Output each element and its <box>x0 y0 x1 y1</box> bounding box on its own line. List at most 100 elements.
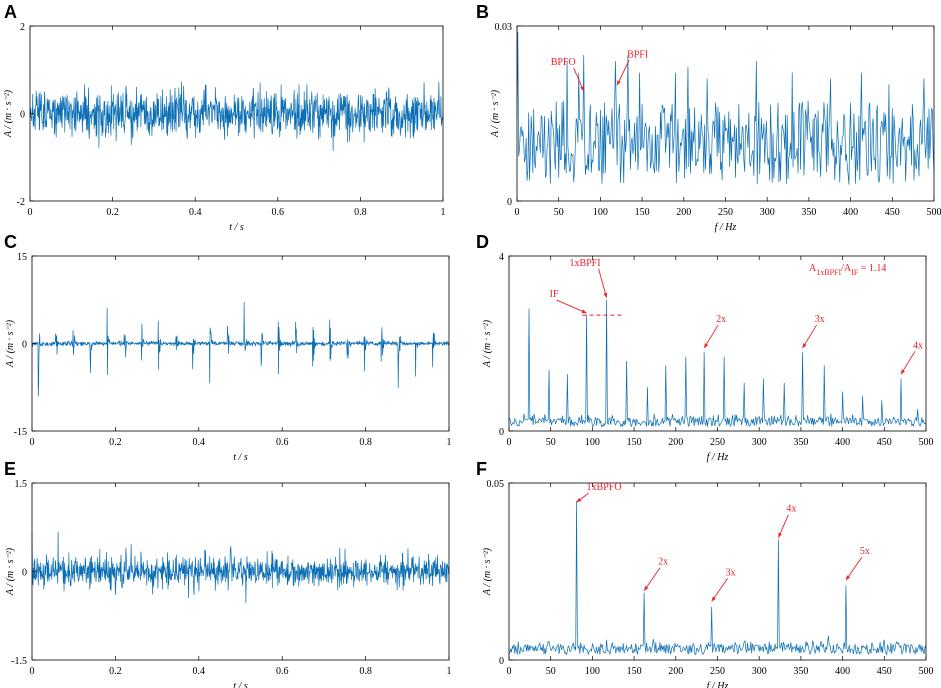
x-axis-label: f / Hz <box>707 452 729 463</box>
y-tick-label: 0 <box>20 110 25 121</box>
plot-frame <box>508 482 927 661</box>
y-axis-label: A / (m · s⁻²) <box>5 547 16 596</box>
annotation-label: BPFI <box>627 49 648 60</box>
plot-frame <box>508 255 927 432</box>
series-line-d <box>508 299 927 428</box>
x-tick-label: 50 <box>546 666 556 677</box>
ratio-label-part: 1xBPFI <box>816 268 841 277</box>
ratio-label-part: = 1.14 <box>858 263 886 274</box>
annotation-arrowhead <box>576 497 582 503</box>
x-tick-label: 0.8 <box>359 437 372 448</box>
ratio-label-part: IF <box>851 268 859 277</box>
annotation-label: BPFO <box>551 57 576 68</box>
x-tick-label: 500 <box>919 666 934 677</box>
x-tick-label: 1 <box>447 437 452 448</box>
annotation-arrow <box>643 567 661 591</box>
x-tick-label: 300 <box>752 666 767 677</box>
x-tick-label: 0.2 <box>106 207 119 218</box>
series-line-a <box>29 81 444 152</box>
x-tick-label: 450 <box>877 437 892 448</box>
x-tick-label: 0 <box>28 207 33 218</box>
y-tick-label: -15 <box>14 427 27 438</box>
x-tick-label: 500 <box>919 437 934 448</box>
annotation-arrowhead <box>900 369 906 375</box>
panel-letter-b: B <box>476 2 489 22</box>
annotation-arrowhead <box>802 343 807 349</box>
series-line-c <box>31 302 450 397</box>
ratio-label-part: /A <box>841 263 852 274</box>
x-tick-label: 150 <box>635 207 650 218</box>
panel-letter-d: D <box>476 232 489 252</box>
y-tick-label: -1.5 <box>11 656 27 667</box>
x-tick-label: 250 <box>718 207 733 218</box>
x-tick-label: 100 <box>585 666 600 677</box>
x-tick-label: 0.2 <box>109 666 122 677</box>
series-line-b <box>516 31 935 185</box>
x-tick-label: 150 <box>627 666 642 677</box>
y-tick-label: 0 <box>22 568 27 579</box>
x-tick-label: 100 <box>585 437 600 448</box>
panel-letter-f: F <box>476 459 487 479</box>
y-axis-label: A / (m · s⁻²) <box>5 319 16 368</box>
chart-panel-e: E0 0.2 0.4 0.6 0.8 11.50-1.5t / sA / (m · s⁻²… <box>4 459 452 688</box>
x-tick-label: 0.2 <box>109 437 122 448</box>
x-tick-label: 400 <box>843 207 858 218</box>
x-tick-label: 400 <box>835 437 850 448</box>
x-tick-label: 200 <box>668 437 683 448</box>
x-tick-label: 0 <box>30 437 35 448</box>
annotation-label: 4x <box>786 504 796 515</box>
y-tick-label: 4 <box>499 252 504 263</box>
x-tick-label: 0 <box>507 666 512 677</box>
annotation-label: 2x <box>658 557 668 568</box>
x-tick-label: 100 <box>593 207 608 218</box>
annotation-arrowhead <box>603 292 608 298</box>
annotation-arrowhead <box>845 575 851 581</box>
x-tick-label: 450 <box>885 207 900 218</box>
y-tick-label: 0 <box>22 340 27 351</box>
x-tick-label: 0.6 <box>272 207 285 218</box>
series-line-e <box>31 531 450 603</box>
x-tick-label: 0.4 <box>193 437 206 448</box>
annotation-arrowhead <box>704 343 709 349</box>
x-tick-label: 400 <box>835 666 850 677</box>
x-tick-label: 1 <box>447 666 452 677</box>
chart-panel-b: B 0 50 100 150 200 250 300 350 400 450 500 0.03 0 f / … <box>476 2 941 233</box>
chart-panel-d: D 0 50 100 150 200 250 300 350 400 450 500 4 0 f / Hz A… <box>476 232 934 463</box>
y-axis-label: A / (m · s⁻²) <box>3 89 14 138</box>
panel-letter-a: A <box>4 2 17 22</box>
x-tick-label: 350 <box>793 437 808 448</box>
x-tick-label: 0.6 <box>276 666 289 677</box>
x-tick-label: 0 <box>507 437 512 448</box>
y-tick-label: 0 <box>507 197 512 208</box>
x-tick-label: 1 <box>441 207 446 218</box>
annotation-arrowhead <box>581 309 587 314</box>
y-tick-label: 0 <box>499 427 504 438</box>
x-tick-label: 0.8 <box>354 207 367 218</box>
y-tick-label: 15 <box>17 252 27 263</box>
x-tick-label: 350 <box>793 666 808 677</box>
x-tick-label: 200 <box>668 666 683 677</box>
x-tick-label: 0.6 <box>276 437 289 448</box>
ratio-label: A1xBPFI/AIF = 1.14 <box>809 263 886 277</box>
x-tick-label: 50 <box>554 207 564 218</box>
x-tick-label: 300 <box>752 437 767 448</box>
y-tick-label: 1.5 <box>15 479 28 490</box>
chart-panel-f: F 0 50 100 150 200 250 300 350 400 450 500 0.05 0 f / … <box>476 459 934 688</box>
x-tick-label: 0.4 <box>189 207 202 218</box>
annotation-label: 3x <box>726 567 736 578</box>
y-axis-label: A / (m · s⁻²) <box>490 89 501 138</box>
x-tick-label: 200 <box>676 207 691 218</box>
x-tick-label: 500 <box>927 207 941 218</box>
panel-letter-e: E <box>4 459 16 479</box>
annotation-label: 5x <box>860 546 870 557</box>
annotation-label: 1xBPFI <box>569 258 600 269</box>
y-axis-label: A / (m · s⁻²) <box>482 547 493 596</box>
ratio-label-part: A <box>809 263 817 274</box>
x-tick-label: 0.4 <box>193 666 206 677</box>
annotation-arrowhead <box>644 585 649 591</box>
annotation-arrow <box>556 299 587 314</box>
y-tick-label: 0.05 <box>487 479 505 490</box>
chart-panel-a: A0 0.2 0.4 0.6 0.8 120-2t / sA / (m · s⁻²) <box>3 2 446 233</box>
